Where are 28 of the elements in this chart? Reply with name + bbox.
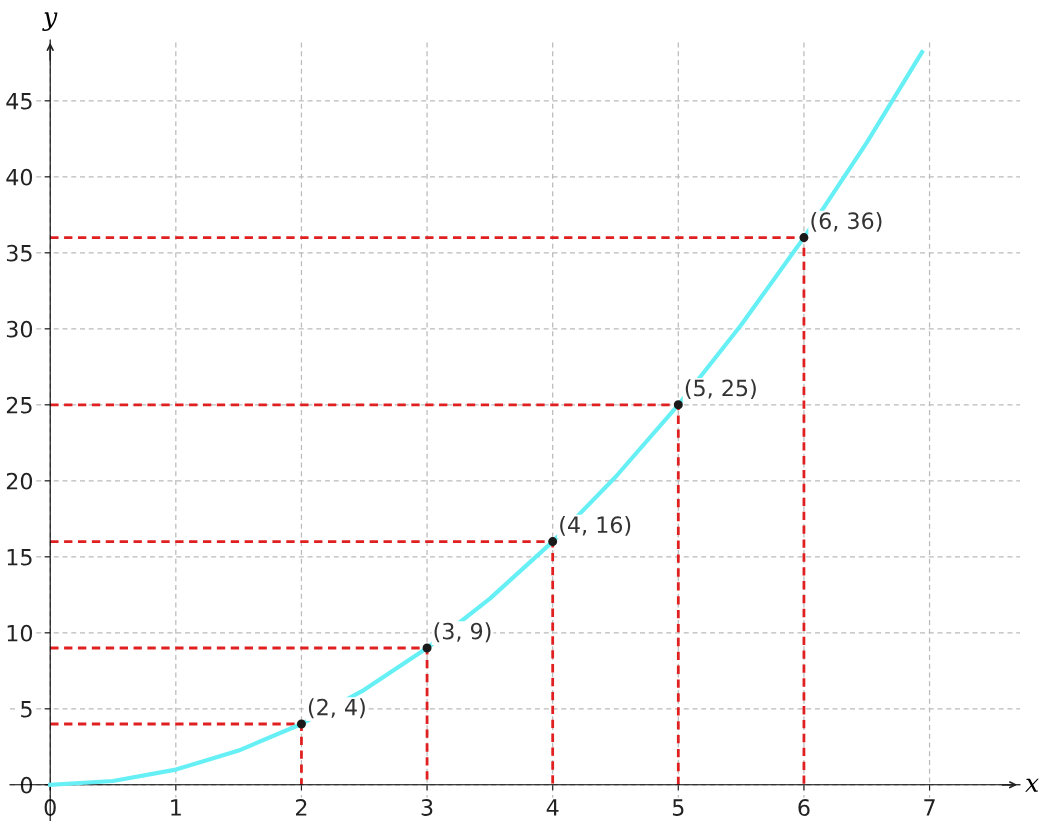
- point: [673, 400, 683, 410]
- point: [548, 537, 558, 547]
- annotation: (4, 16): [560, 515, 631, 536]
- x-tick-label: 7: [924, 799, 935, 816]
- point: [799, 233, 809, 243]
- y-tick-label: 25: [6, 396, 32, 414]
- annotation: (2, 4): [308, 698, 365, 719]
- y-tick-label: 10: [7, 624, 33, 642]
- x-tick-label: 6: [798, 799, 810, 816]
- y-tick-label: 40: [6, 168, 33, 186]
- x-tick-label: 2: [296, 799, 307, 816]
- x-axis-title: x: [1025, 778, 1039, 792]
- x-tick-label: 4: [546, 799, 559, 816]
- annotation: (6, 36): [811, 211, 882, 232]
- y-tick-label: 15: [7, 549, 32, 566]
- y-tick-label: 30: [6, 320, 33, 338]
- y-tick-label: 45: [6, 93, 32, 110]
- point: [422, 643, 432, 653]
- point: [296, 719, 306, 729]
- y-tick-label: 20: [6, 472, 33, 490]
- annotation: (3, 9): [434, 622, 491, 643]
- annotation: (5, 25): [685, 379, 756, 399]
- y-axis-title: y: [42, 12, 58, 31]
- y-tick-label: 35: [6, 244, 32, 262]
- y-tick-label: 5: [21, 701, 32, 718]
- x-tick-label: 3: [421, 799, 433, 816]
- x-tick-label: 1: [171, 799, 181, 816]
- x-tick-label: 5: [672, 799, 684, 816]
